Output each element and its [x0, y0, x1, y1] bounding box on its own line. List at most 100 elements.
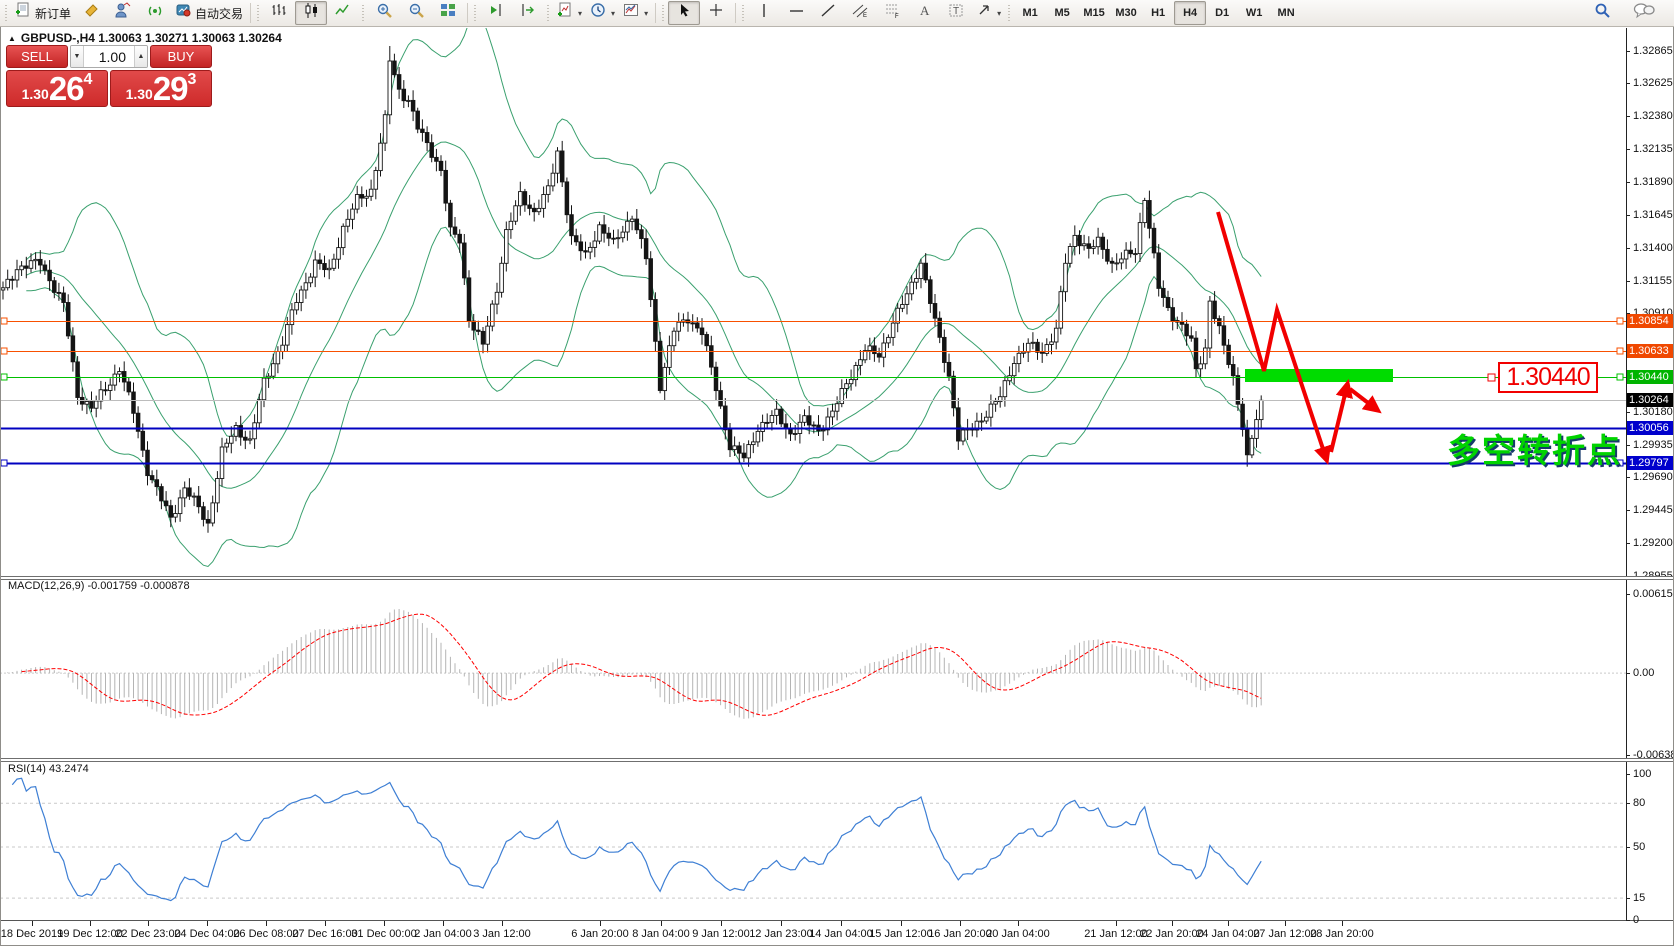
horizontal-line-icon: [788, 2, 805, 24]
text-button[interactable]: A: [908, 1, 940, 25]
fibonacci-icon: F: [884, 2, 901, 24]
line-chart-button[interactable]: [327, 1, 359, 25]
timeframe-M5-button[interactable]: M5: [1054, 7, 1070, 19]
sell-button[interactable]: SELL: [6, 45, 68, 68]
crosshair-icon: [708, 2, 725, 24]
sell-price-panel[interactable]: 1.30 26 4: [6, 70, 108, 107]
toolbar-grip[interactable]: [1007, 4, 1013, 22]
axis-tick-label: 100: [1633, 768, 1652, 780]
bar-chart-button[interactable]: [263, 1, 295, 25]
main-chart-pane: [0, 28, 1626, 568]
rsi-pane: [0, 777, 1626, 902]
toolbar-separator: [467, 3, 469, 23]
trend-line-button[interactable]: [812, 1, 844, 25]
turning-point-note[interactable]: 多空转折点: [1447, 432, 1622, 469]
axis-tick-label: 1.32625: [1633, 77, 1673, 89]
axis-tick-label: 1.30180: [1633, 406, 1673, 418]
cursor-button[interactable]: [668, 1, 701, 25]
toolbar-grip[interactable]: [546, 4, 552, 22]
macd-pane-separator[interactable]: [0, 576, 1674, 580]
time-axis-label: 24 Dec 04:00: [174, 928, 240, 940]
support-zone-rectangle: [1245, 369, 1393, 382]
tile-windows-button[interactable]: [432, 1, 464, 25]
volume-increase-button[interactable]: ▲: [134, 46, 147, 67]
buy-price-point: 3: [187, 71, 197, 88]
buy-price-base: 1.30: [125, 86, 153, 102]
line-chart-icon: [334, 2, 352, 24]
one-click-trading-widget: SELL ▼ ▲ BUY 1.30 26 4 1.30 29 3: [6, 45, 212, 107]
toolbar-separator: [250, 3, 252, 23]
zoom-in-button[interactable]: [368, 1, 400, 25]
red-arrow-3: [1348, 387, 1382, 414]
equidistant-channel-button[interactable]: E: [844, 1, 876, 25]
search-icon: [1594, 2, 1611, 24]
signal-icon: [147, 2, 164, 24]
axis-tick-label: 1.31645: [1633, 209, 1673, 221]
autotrading-button[interactable]: 自动交易: [171, 1, 247, 25]
toolbar-grip[interactable]: [741, 4, 747, 22]
volume-decrease-button[interactable]: ▼: [71, 46, 84, 67]
timeframe-D1-button[interactable]: D1: [1215, 7, 1230, 19]
text-label-button[interactable]: T: [940, 1, 972, 25]
time-axis-label: 2 Jan 04:00: [414, 928, 472, 940]
macd-signal-line: [21, 613, 1262, 716]
buy-button[interactable]: BUY: [150, 45, 212, 68]
toolbar-grip[interactable]: [473, 4, 479, 22]
rsi-pane-separator[interactable]: [0, 758, 1674, 762]
candlestick-chart-button[interactable]: [295, 1, 328, 25]
zoom-out-button[interactable]: [400, 1, 432, 25]
time-axis-label: 22 Dec 23:00: [115, 928, 181, 940]
add-indicator-button[interactable]: ▾: [553, 1, 586, 25]
toolbar-grip[interactable]: [256, 4, 262, 22]
price-level-box: 1.30264: [1627, 393, 1674, 407]
collapse-triangle-icon[interactable]: ▲: [8, 33, 16, 43]
time-axis-label: 27 Dec 16:00: [292, 928, 358, 940]
timeframe-M15-button[interactable]: M15: [1083, 7, 1105, 19]
periods-button[interactable]: ▾: [586, 1, 619, 25]
buy-price-panel[interactable]: 1.30 29 3: [110, 70, 212, 107]
axis-tick-label: 15: [1633, 892, 1646, 904]
toolbar-grip[interactable]: [4, 4, 9, 22]
timeframe-H4-button[interactable]: H4: [1174, 1, 1207, 25]
profile-chart-button[interactable]: [107, 1, 139, 25]
new-order-button[interactable]: 新订单: [11, 1, 75, 25]
price-axis-line: [1626, 28, 1627, 920]
volume-input[interactable]: [84, 46, 134, 67]
signal-button[interactable]: [139, 1, 171, 25]
periods-icon: [590, 2, 607, 24]
chart-shift-button[interactable]: [480, 1, 512, 25]
red-arrow-1: [1216, 211, 1331, 465]
cleanup-button[interactable]: [75, 1, 107, 25]
timeframe-H1-button[interactable]: H1: [1151, 7, 1166, 19]
search-button[interactable]: [1586, 1, 1618, 25]
chart-autoscroll-button[interactable]: [512, 1, 544, 25]
axis-tick-label: 1.29445: [1633, 504, 1673, 516]
label-anchor-square: [1487, 373, 1496, 382]
timeframe-M30-button[interactable]: M30: [1115, 7, 1137, 19]
timeframe-M1-button[interactable]: M1: [1022, 7, 1038, 19]
main-toolbar: 新订单 自动交易 ▾ ▾ ▾ E F A T ▾ M1 M5 M15 M30 H1 H4 D1 W1 MN: [0, 0, 1674, 27]
dropdown-arrow-icon: ▾: [644, 8, 649, 18]
price-annotation-label[interactable]: 1.30440: [1498, 362, 1598, 393]
chat-button[interactable]: [1628, 1, 1660, 25]
arrows-button[interactable]: ▾: [972, 1, 1005, 25]
fibonacci-button[interactable]: F: [876, 1, 908, 25]
candlestick-chart-icon: [303, 2, 320, 24]
templates-button[interactable]: ▾: [619, 1, 652, 25]
timeframe-MN-button[interactable]: MN: [1277, 7, 1295, 19]
crosshair-button[interactable]: [700, 1, 732, 25]
vertical-line-button[interactable]: [748, 1, 780, 25]
timeframe-W1-button[interactable]: W1: [1245, 7, 1263, 19]
arrows-icon: [976, 2, 993, 24]
volume-spinner: ▼ ▲: [70, 45, 148, 68]
svg-text:A: A: [920, 3, 930, 18]
time-axis-label: 27 Jan 12:00: [1253, 928, 1317, 940]
time-axis-label: 6 Jan 20:00: [571, 928, 629, 940]
chart-title-text: GBPUSD-,H4 1.30063 1.30271 1.30063 1.302…: [20, 31, 282, 45]
horizontal-line-button[interactable]: [780, 1, 812, 25]
toolbar-grip[interactable]: [661, 4, 667, 22]
time-axis-label: 8 Jan 04:00: [632, 928, 690, 940]
toolbar-grip[interactable]: [361, 4, 367, 22]
